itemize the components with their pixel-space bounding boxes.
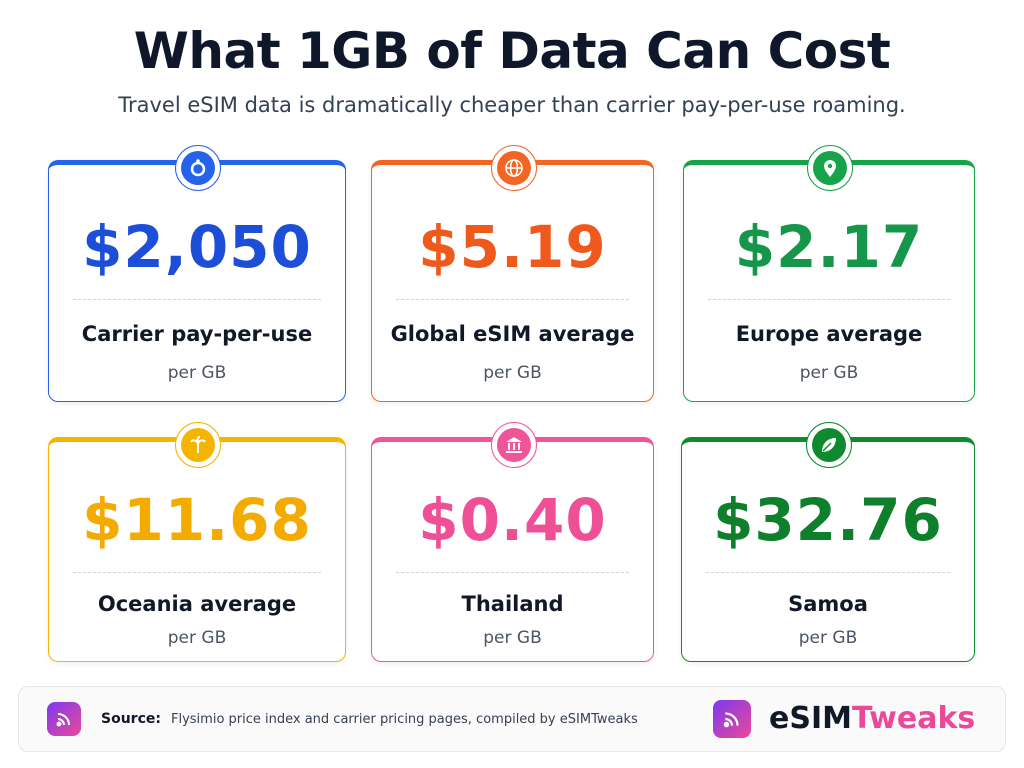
card: $2.17 Europe average per GB	[683, 145, 975, 402]
card-unit: per GB	[798, 628, 858, 648]
source-label: Source:	[101, 711, 161, 727]
card-value: $11.68	[82, 486, 312, 554]
card: $5.19 Global eSIM average per GB	[371, 145, 654, 402]
card-label: Oceania average	[97, 592, 297, 616]
brand: eSIMTweaks	[769, 701, 975, 736]
brand-part: eSIM	[769, 701, 852, 736]
footer: Source: Flysimio price index and carrier…	[18, 686, 1006, 752]
card-icon	[806, 422, 852, 468]
card-value: $2.17	[734, 213, 924, 281]
subtitle: Travel eSIM data is dramatically cheaper…	[118, 93, 906, 117]
card: $0.40 Thailand per GB	[371, 422, 654, 662]
card-unit: per GB	[483, 363, 542, 383]
card-label: Thailand	[461, 592, 564, 616]
divider	[706, 572, 950, 573]
divider	[73, 299, 321, 300]
card-value: $32.76	[713, 486, 943, 554]
card-value: $2,050	[82, 213, 312, 281]
card-unit: per GB	[483, 628, 542, 648]
card-unit: per GB	[167, 363, 227, 383]
card: $11.68 Oceania average per GB	[48, 422, 346, 662]
card: $2,050 Carrier pay-per-use per GB	[48, 145, 346, 402]
card-icon	[490, 145, 537, 191]
card-label: Carrier pay-per-use	[81, 322, 313, 346]
card-icon	[175, 145, 221, 191]
card-unit: per GB	[799, 363, 859, 383]
card-label: Europe average	[735, 322, 923, 346]
brand-icon	[713, 700, 751, 738]
card-unit: per GB	[167, 628, 227, 648]
card-label: Samoa	[788, 592, 868, 616]
title: What 1GB of Data Can Cost	[133, 22, 891, 80]
divider	[708, 299, 950, 300]
divider	[73, 572, 321, 573]
card-icon	[807, 145, 853, 191]
divider	[396, 299, 629, 300]
divider	[396, 572, 629, 573]
card-label: Global eSIM average	[390, 322, 635, 346]
card: $32.76 Samoa per GB	[681, 422, 975, 662]
source-icon	[47, 702, 81, 736]
brand-part: Tweaks	[851, 701, 976, 736]
source-text: Flysimio price index and carrier pricing…	[171, 712, 638, 727]
card-icon	[175, 422, 221, 468]
card-icon	[490, 422, 537, 468]
card-value: $0.40	[418, 486, 607, 554]
card-value: $5.19	[418, 213, 607, 281]
